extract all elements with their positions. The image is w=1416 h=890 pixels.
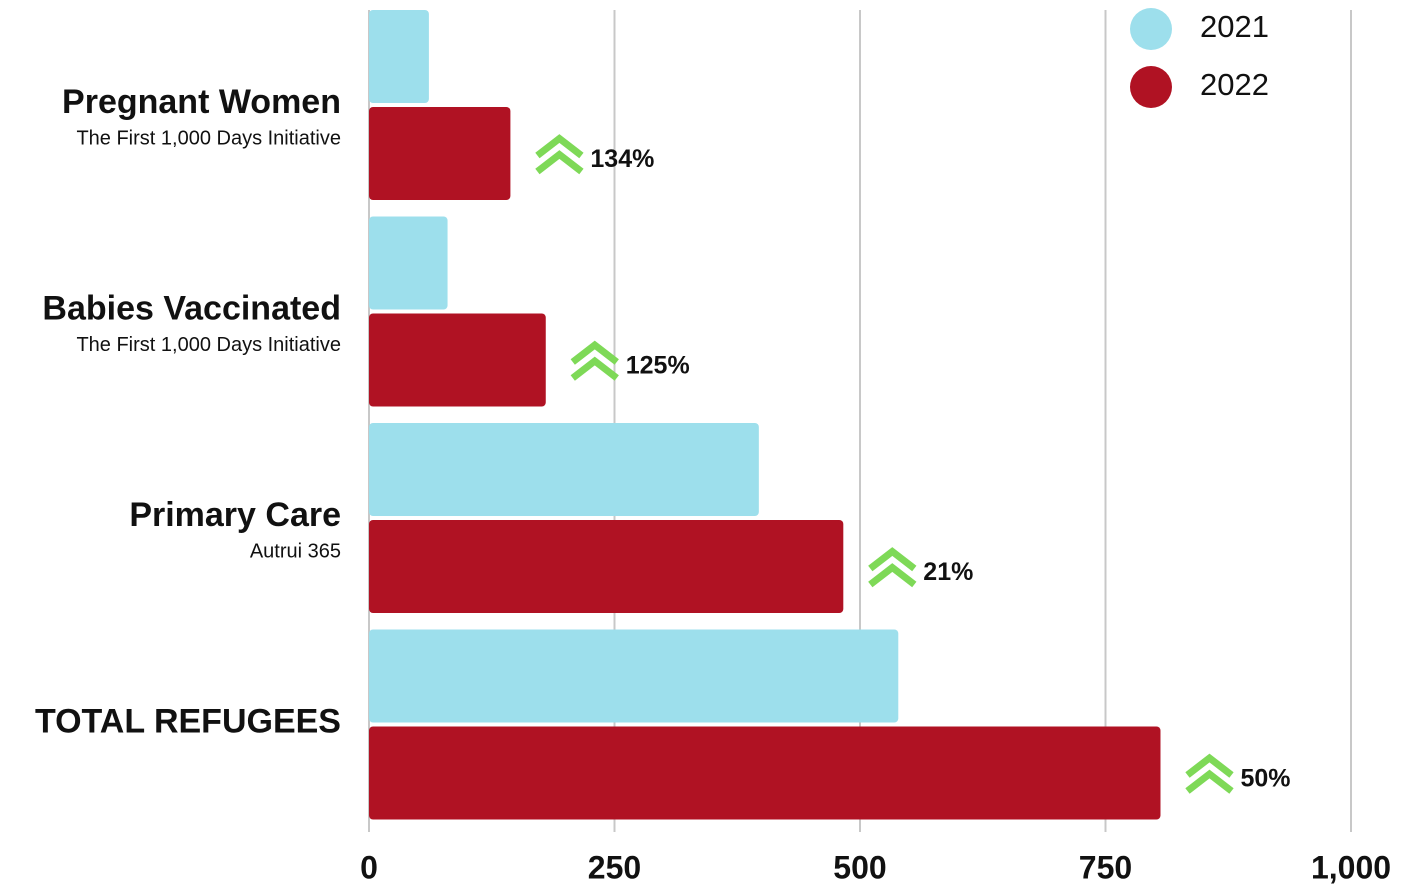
category-label: Primary Care xyxy=(129,496,341,534)
change-arrow xyxy=(1185,769,1234,794)
change-arrow xyxy=(535,134,584,159)
category-subtitle: The First 1,000 Days Initiative xyxy=(76,127,341,149)
bar xyxy=(369,423,759,516)
x-tick-label: 250 xyxy=(588,849,641,885)
change-arrow xyxy=(535,150,584,175)
change-arrow xyxy=(570,340,619,365)
bar xyxy=(369,216,448,310)
bar xyxy=(369,10,429,103)
category-subtitle: The First 1,000 Days Initiative xyxy=(76,334,341,356)
change-label: 50% xyxy=(1240,765,1290,793)
bar xyxy=(369,107,511,200)
legend-label: 2021 xyxy=(1200,9,1269,44)
legend-swatch xyxy=(1130,66,1172,108)
legend-label: 2022 xyxy=(1200,67,1269,102)
change-label: 21% xyxy=(923,558,973,586)
bar xyxy=(369,629,899,723)
change-arrow xyxy=(868,547,917,572)
category-subtitle: Autrui 365 xyxy=(250,540,341,562)
x-tick-label: 1,000 xyxy=(1311,849,1391,885)
bar xyxy=(369,520,844,613)
change-arrow xyxy=(570,356,619,381)
legend-swatch xyxy=(1130,8,1172,50)
x-tick-label: 0 xyxy=(360,849,378,885)
category-label: TOTAL REFUGEES xyxy=(35,702,341,740)
change-label: 134% xyxy=(590,145,654,173)
change-arrow xyxy=(868,563,917,588)
bar xyxy=(369,726,1161,820)
x-tick-label: 750 xyxy=(1079,849,1132,885)
bar xyxy=(369,313,546,407)
category-label: Pregnant Women xyxy=(62,83,341,121)
x-tick-label: 500 xyxy=(833,849,886,885)
change-arrow xyxy=(1185,753,1234,778)
change-label: 125% xyxy=(626,352,690,380)
category-label: Babies Vaccinated xyxy=(42,289,341,327)
